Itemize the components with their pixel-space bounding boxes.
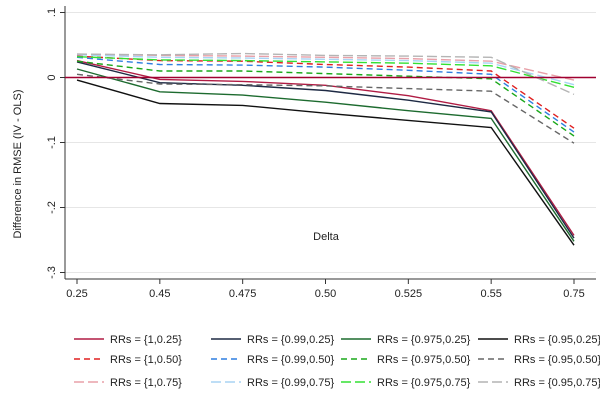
x-tick-label: 0.525 [395,288,423,300]
series-line [76,60,575,137]
series-line [76,73,575,144]
x-tick-label: 0.75 [563,288,584,300]
legend-label: RRs = {0.975,0.25} [377,334,471,346]
y-tick-label: -.3 [46,266,58,279]
x-axis-label: Delta [313,231,340,243]
series-line [76,54,575,86]
legend-label: RRs = {0.99,0.75} [247,377,334,389]
x-tick-label: 0.45 [149,288,170,300]
legend-item: RRs = {1,0.75} [74,377,182,389]
legend-item: RRs = {0.99,0.50} [211,354,334,366]
axes [60,6,596,284]
legend-item: RRs = {0.975,0.25} [341,334,471,346]
series-line [76,61,575,239]
y-axis-label: Difference in RMSE (IV - OLS) [12,90,24,239]
legend-item: RRs = {1,0.25} [74,334,182,346]
legend-label: RRs = {0.99,0.25} [247,334,334,346]
series-line [76,59,575,236]
legend-item: RRs = {0.975,0.50} [341,354,471,366]
x-tick-label: 0.55 [480,288,501,300]
series-line [76,55,575,129]
series-line [76,53,575,81]
tick-labels: .1 0 -.1 -.2 -.3 0.25 0.45 0.475 0.50 0.525 0.55 0.… [46,8,585,300]
legend-label: RRs = {0.95,0.75} [514,377,600,389]
y-tick-label: -.2 [46,201,58,214]
legend: RRs = {1,0.25} RRs = {0.99,0.25} RRs = {0.… [74,334,600,389]
series-line [76,52,575,96]
series-line [76,56,575,88]
y-tick-label: -.1 [46,136,58,149]
legend-label: RRs = {1,0.75} [110,377,182,389]
legend-label: RRs = {0.95,0.25} [514,334,600,346]
x-tick-label: 0.475 [229,288,257,300]
series-line [76,56,575,133]
series-line [76,68,575,242]
legend-label: RRs = {0.99,0.50} [247,354,334,366]
y-tick-label: .1 [46,8,58,17]
legend-label: RRs = {0.975,0.75} [377,377,471,389]
legend-item: RRs = {0.99,0.75} [211,377,334,389]
legend-item: RRs = {1,0.50} [74,354,182,366]
y-tick-label: 0 [46,74,58,80]
legend-label: RRs = {0.95,0.50} [514,354,600,366]
series-lines [65,52,596,246]
legend-label: RRs = {1,0.50} [110,354,182,366]
legend-item: RRs = {0.95,0.25} [478,334,600,346]
series-line [76,79,575,246]
legend-label: RRs = {1,0.25} [110,334,182,346]
x-tick-label: 0.50 [315,288,336,300]
legend-item: RRs = {0.95,0.75} [478,377,600,389]
x-tick-label: 0.25 [66,288,87,300]
legend-item: RRs = {0.99,0.25} [211,334,334,346]
legend-item: RRs = {0.95,0.50} [478,354,600,366]
legend-item: RRs = {0.975,0.75} [341,377,471,389]
legend-label: RRs = {0.975,0.50} [377,354,471,366]
